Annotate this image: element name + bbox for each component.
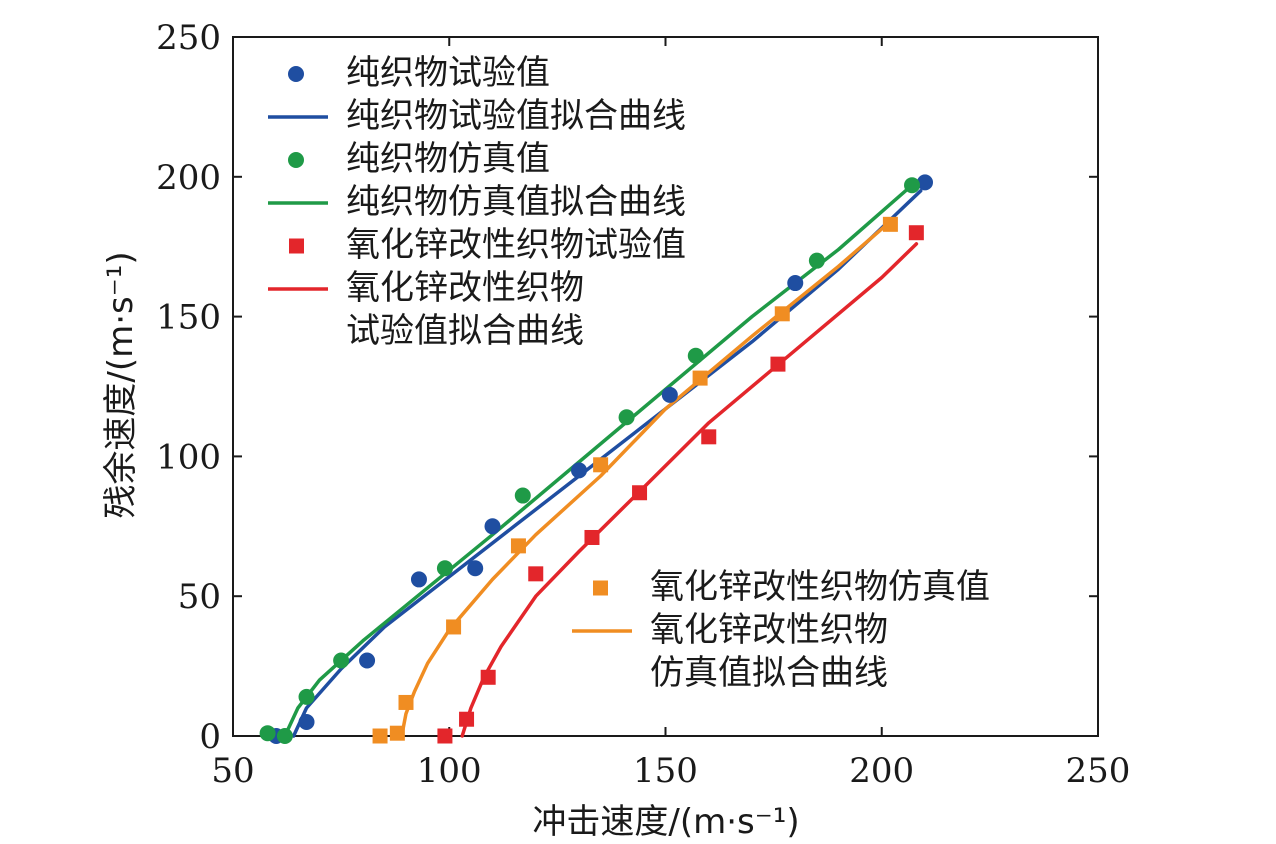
data-point-6 <box>593 457 609 473</box>
data-point-2 <box>276 728 293 744</box>
y-tick-label: 250 <box>156 18 221 58</box>
legend-marker <box>288 66 304 82</box>
y-tick-label: 50 <box>178 577 221 617</box>
data-point-0 <box>571 462 587 479</box>
data-point-2 <box>333 652 350 669</box>
data-point-4 <box>437 728 453 744</box>
fit-curve-5 <box>460 242 919 738</box>
x-axis-label: 冲击速度/(m·s⁻¹) <box>532 802 799 842</box>
legend-label: 氧化锌改性织物仿真值拟合曲线 <box>650 610 888 693</box>
y-tick-label: 0 <box>199 717 221 757</box>
data-point-6 <box>692 370 708 386</box>
data-point-6 <box>372 728 388 744</box>
data-point-4 <box>908 225 924 241</box>
y-axis: 0 50 100 150 200 250 <box>156 18 1098 757</box>
y-tick-label: 150 <box>156 298 221 338</box>
series-layer <box>259 174 933 744</box>
data-point-4 <box>632 485 648 501</box>
data-point-2 <box>904 177 921 194</box>
data-point-6 <box>882 216 898 232</box>
legend-marker <box>289 238 304 254</box>
legend-marker <box>288 152 304 168</box>
legend-marker <box>593 580 608 596</box>
legend-label: 氧化锌改性织物试验值 <box>346 225 686 265</box>
data-point-4 <box>770 356 786 372</box>
data-point-4 <box>459 711 475 727</box>
data-point-0 <box>410 571 427 588</box>
data-point-4 <box>701 429 717 445</box>
x-tick-label: 100 <box>417 751 482 791</box>
x-axis: 50 100 150 200 250 <box>211 37 1130 791</box>
y-tick-label: 200 <box>156 158 221 198</box>
data-point-2 <box>436 560 453 577</box>
data-point-0 <box>787 275 804 292</box>
data-point-6 <box>510 538 526 554</box>
data-point-2 <box>808 252 825 269</box>
data-point-0 <box>467 560 484 577</box>
data-point-2 <box>298 688 315 705</box>
x-tick-label: 200 <box>849 751 914 791</box>
legend-label: 氧化锌改性织物试验值拟合曲线 <box>346 268 584 351</box>
y-tick-label: 100 <box>156 437 221 477</box>
fit-curve-3 <box>283 183 914 738</box>
data-point-6 <box>774 306 790 322</box>
data-point-6 <box>446 619 462 635</box>
x-tick-label: 250 <box>1066 751 1131 791</box>
y-axis-label: 残余速度/(m·s⁻¹) <box>101 251 141 518</box>
data-point-2 <box>687 347 704 364</box>
x-tick-label: 50 <box>211 751 254 791</box>
data-point-0 <box>917 174 933 191</box>
data-point-4 <box>528 566 544 582</box>
data-point-2 <box>618 409 635 426</box>
legend-label: 氧化锌改性织物仿真值 <box>650 567 990 607</box>
legend: 纯织物试验值纯织物试验值拟合曲线纯织物仿真值纯织物仿真值拟合曲线氧化锌改性织物试… <box>268 53 990 693</box>
data-point-0 <box>298 714 315 731</box>
x-tick-label: 150 <box>633 751 698 791</box>
data-point-4 <box>480 669 496 685</box>
data-point-6 <box>398 694 414 710</box>
legend-label: 纯织物试验值拟合曲线 <box>346 96 686 136</box>
data-point-2 <box>259 725 276 742</box>
data-point-6 <box>389 725 405 741</box>
data-point-2 <box>514 487 531 504</box>
legend-label: 纯织物仿真值拟合曲线 <box>346 182 686 222</box>
data-point-0 <box>661 386 678 403</box>
data-point-0 <box>484 518 501 535</box>
legend-label: 纯织物试验值 <box>346 53 550 93</box>
legend-label: 纯织物仿真值 <box>346 139 550 179</box>
data-point-4 <box>584 529 600 545</box>
data-point-0 <box>359 652 376 669</box>
